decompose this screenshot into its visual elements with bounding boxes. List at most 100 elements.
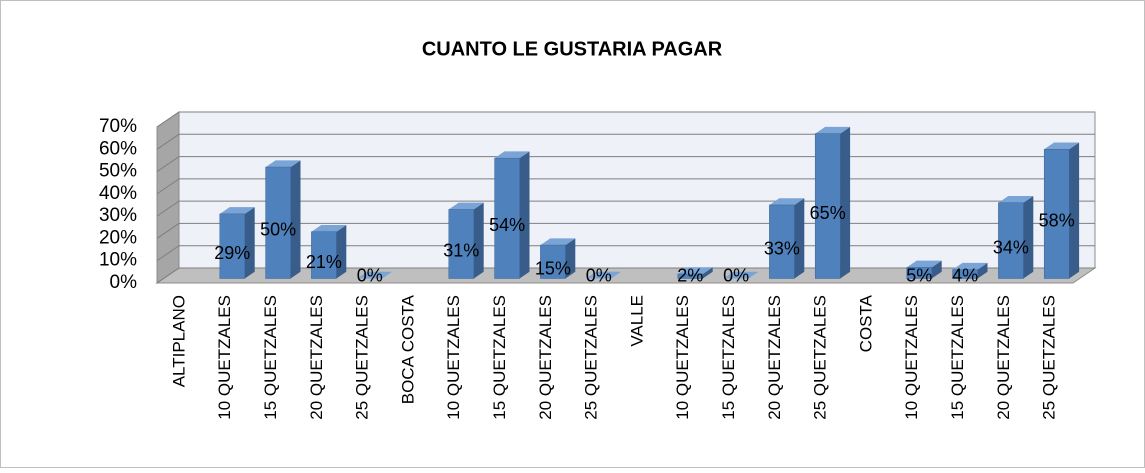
x-tick-label: 10 QUETZALES bbox=[673, 295, 692, 420]
bar-front bbox=[952, 269, 978, 279]
bar-side bbox=[336, 224, 347, 279]
bar bbox=[357, 271, 393, 279]
x-tick-label: 15 QUETZALES bbox=[490, 295, 509, 420]
data-label: 34% bbox=[993, 237, 1029, 257]
y-tick-label: 0% bbox=[110, 272, 138, 293]
y-tick-label: 70% bbox=[99, 116, 137, 137]
data-label: 58% bbox=[1039, 211, 1075, 231]
data-label: 0% bbox=[357, 265, 383, 285]
bar-side bbox=[290, 160, 301, 279]
bar-top bbox=[494, 151, 530, 159]
x-tick-label: 25 QUETZALES bbox=[811, 295, 830, 420]
bar bbox=[311, 224, 347, 279]
data-label: 5% bbox=[906, 265, 932, 285]
bar-top bbox=[586, 271, 622, 279]
x-tick-label: COSTA bbox=[856, 294, 875, 352]
bar bbox=[906, 260, 942, 279]
x-tick-label: 25 QUETZALES bbox=[1040, 295, 1059, 420]
side-wall bbox=[156, 111, 180, 284]
bar-top bbox=[219, 207, 255, 214]
bar-front bbox=[219, 213, 246, 279]
y-tick-label: 40% bbox=[99, 183, 137, 204]
data-label: 21% bbox=[306, 252, 342, 272]
x-tick-label: 20 QUETZALES bbox=[307, 295, 326, 420]
bar-top bbox=[265, 160, 301, 168]
x-tick-label: 25 QUETZALES bbox=[353, 295, 372, 420]
x-tick-label: VALLE bbox=[627, 295, 646, 347]
bar-front bbox=[814, 133, 841, 279]
grid-line bbox=[156, 156, 1095, 172]
bar-top bbox=[540, 238, 576, 246]
bar-side bbox=[1069, 142, 1080, 279]
data-label: 2% bbox=[677, 265, 703, 285]
bar-side bbox=[931, 260, 942, 279]
bar-front bbox=[311, 231, 337, 279]
grid-line bbox=[156, 133, 1095, 150]
bar-top bbox=[723, 271, 759, 279]
data-label: 0% bbox=[723, 265, 749, 285]
bar-front bbox=[448, 209, 475, 279]
bar-front bbox=[906, 267, 933, 279]
bar-side bbox=[702, 267, 713, 279]
bar-top bbox=[677, 267, 713, 275]
bar-front bbox=[540, 244, 566, 279]
bar-top bbox=[815, 126, 851, 134]
x-tick-label: 10 QUETZALES bbox=[215, 295, 234, 420]
chart-title: CUANTO LE GUSTARIA PAGAR bbox=[422, 38, 723, 60]
bar-top bbox=[769, 198, 805, 205]
data-label: 33% bbox=[764, 238, 800, 258]
y-tick-label: 60% bbox=[99, 138, 137, 159]
data-label: 0% bbox=[586, 265, 612, 285]
bar-front bbox=[494, 157, 520, 279]
bar-top bbox=[906, 260, 942, 268]
bar-side bbox=[1023, 195, 1034, 279]
bar bbox=[769, 198, 805, 279]
x-tick-label: BOCA COSTA bbox=[398, 294, 417, 404]
bar bbox=[540, 238, 576, 279]
bar-side bbox=[473, 202, 484, 279]
y-tick-label: 30% bbox=[99, 205, 137, 226]
bar bbox=[494, 151, 530, 279]
x-tick-label: 10 QUETZALES bbox=[902, 295, 921, 420]
x-tick-label: 20 QUETZALES bbox=[994, 295, 1013, 420]
bar bbox=[677, 267, 713, 279]
x-tick-label: ALTIPLANO bbox=[169, 295, 188, 387]
data-label: 50% bbox=[260, 220, 296, 240]
grid-line bbox=[156, 178, 1095, 195]
bar-side bbox=[840, 126, 851, 279]
bar-top bbox=[1044, 142, 1080, 150]
bar bbox=[814, 126, 851, 279]
data-label: 65% bbox=[810, 203, 846, 223]
data-label: 15% bbox=[535, 259, 571, 279]
bar-side bbox=[565, 238, 576, 279]
x-tick-label: 15 QUETZALES bbox=[261, 295, 280, 420]
bar bbox=[952, 262, 988, 279]
x-tick-label: 25 QUETZALES bbox=[582, 295, 601, 420]
x-tick-label: 15 QUETZALES bbox=[948, 295, 967, 420]
bar-front bbox=[998, 202, 1024, 279]
grid-line bbox=[156, 111, 1095, 128]
bar-front bbox=[677, 273, 704, 279]
y-tick-label: 10% bbox=[99, 250, 137, 271]
y-tick-label: 50% bbox=[99, 161, 137, 182]
bar-front bbox=[265, 166, 291, 279]
data-label: 54% bbox=[489, 215, 525, 235]
bar-side bbox=[794, 198, 805, 279]
bar-top bbox=[448, 202, 484, 210]
bar bbox=[219, 207, 255, 279]
bar-top bbox=[357, 271, 393, 279]
bar-top bbox=[952, 262, 988, 270]
data-label: 29% bbox=[214, 243, 250, 263]
bar bbox=[265, 160, 301, 279]
x-tick-label: 20 QUETZALES bbox=[765, 295, 784, 420]
bar bbox=[1043, 142, 1080, 279]
bar-top bbox=[311, 224, 347, 232]
bar bbox=[586, 271, 622, 279]
x-tick-label: 10 QUETZALES bbox=[444, 295, 463, 420]
bar-side bbox=[519, 151, 530, 279]
bar-side bbox=[977, 262, 988, 279]
bar bbox=[448, 202, 484, 279]
x-tick-label: 20 QUETZALES bbox=[536, 295, 555, 420]
y-tick-label: 20% bbox=[99, 227, 137, 248]
